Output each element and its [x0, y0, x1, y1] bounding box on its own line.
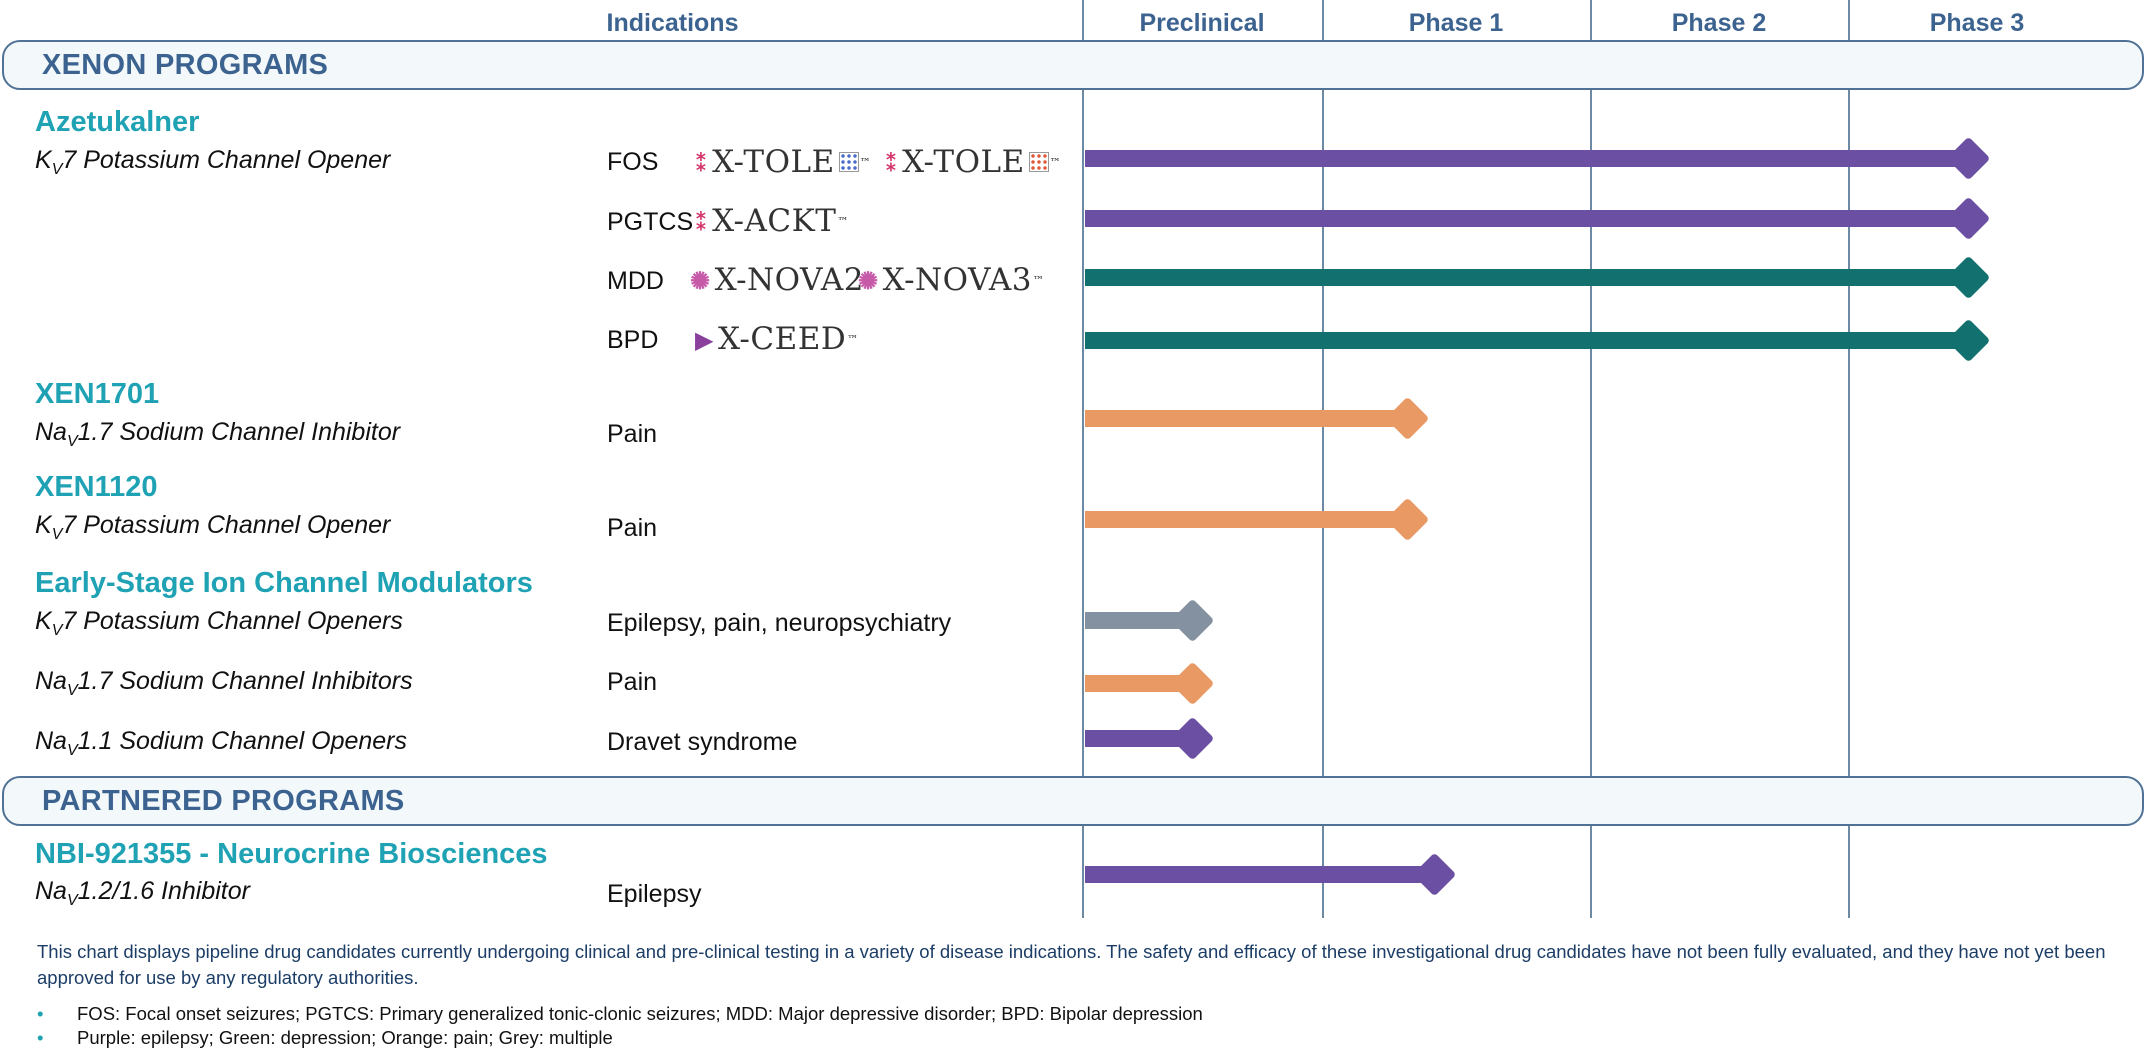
bar-arrowhead: [1170, 661, 1215, 706]
indication-pgtcs: PGTCS: [607, 208, 694, 236]
progress-bar-kv7-openers: [1085, 598, 1215, 643]
section-partnered-programs: PARTNERED PROGRAMS: [2, 776, 2144, 826]
program-mechanism: KV7 Potassium Channel Opener: [35, 146, 391, 178]
indication-fos: FOS: [607, 148, 659, 176]
trial-logo-x-tole-2: ⁑ X-TOLE ™: [885, 144, 1062, 180]
progress-bar-nav17-inhibitors: [1085, 661, 1215, 706]
progress-bar-bpd: [1085, 318, 1991, 363]
pattern-icon: [838, 152, 859, 172]
phase-gridline: [1082, 826, 1084, 918]
indication-epilepsy: Epilepsy: [607, 880, 702, 908]
bar-arrowhead: [1946, 255, 1991, 300]
section-title: PARTNERED PROGRAMS: [42, 785, 405, 817]
progress-bar-xen1120: [1085, 497, 1430, 542]
bar-shaft: [1085, 410, 1416, 427]
bullet-icon: •: [37, 1003, 44, 1024]
progress-bar-nav11-openers: [1085, 716, 1215, 761]
program-name-xen1701: XEN1701: [35, 378, 160, 410]
trial-mark-icon: ✺: [690, 265, 711, 295]
bar-arrowhead: [1170, 716, 1215, 761]
trial-mark-icon: ⁑: [695, 147, 709, 177]
bar-arrowhead: [1946, 318, 1991, 363]
bar-shaft: [1085, 332, 1976, 349]
phase-gridline: [1322, 90, 1324, 776]
phase-gridline: [1322, 0, 1324, 40]
phase-header-phase2: Phase 2: [1671, 9, 1767, 37]
program-mechanism: NaV1.7 Sodium Channel Inhibitor: [35, 418, 401, 450]
trial-logo-x-ackt: ⁑ X-ACKT ™: [695, 203, 849, 239]
phase-gridline: [1082, 0, 1084, 40]
bar-arrowhead: [1412, 852, 1457, 897]
program-name-xen1120: XEN1120: [35, 471, 158, 503]
section-xenon-programs: XENON PROGRAMS: [2, 40, 2144, 90]
indication-pain: Pain: [607, 668, 658, 696]
trial-logo-x-nova2: ✺ X-NOVA2 ™: [690, 262, 877, 298]
bar-shaft: [1085, 730, 1200, 747]
phase-header-preclinical: Preclinical: [1139, 9, 1265, 37]
progress-bar-fos: [1085, 136, 1991, 181]
bar-shaft: [1085, 612, 1200, 629]
phase-gridline: [1590, 826, 1592, 918]
indication-pain: Pain: [607, 514, 658, 542]
program-mechanism: NaV1.1 Sodium Channel Openers: [35, 727, 408, 759]
trial-mark-icon: ▶: [695, 324, 714, 354]
bar-arrowhead: [1946, 136, 1991, 181]
indication-epilepsy-pain-neuropsychiatry: Epilepsy, pain, neuropsychiatry: [607, 609, 952, 637]
trial-mark-icon: ⁑: [885, 147, 899, 177]
phase-gridline: [1848, 90, 1850, 776]
pattern-icon: [1028, 152, 1049, 172]
phase-gridline: [1082, 90, 1084, 776]
program-mechanism: KV7 Potassium Channel Opener: [35, 511, 391, 543]
bullet-icon: •: [37, 1027, 44, 1048]
program-mechanism: NaV1.2/1.6 Inhibitor: [35, 877, 250, 909]
footnote-text: This chart displays pipeline drug candid…: [37, 941, 2106, 988]
phase-gridline: [1848, 826, 1850, 918]
bar-shaft: [1085, 150, 1976, 167]
bar-arrowhead: [1170, 598, 1215, 643]
progress-bar-pgtcs: [1085, 196, 1991, 241]
program-mechanism: KV7 Potassium Channel Openers: [35, 607, 403, 639]
bar-shaft: [1085, 675, 1200, 692]
progress-bar-mdd: [1085, 255, 1991, 300]
phase-header-phase1: Phase 1: [1408, 9, 1504, 37]
section-title: XENON PROGRAMS: [42, 49, 329, 81]
phase-gridline: [1590, 90, 1592, 776]
bar-shaft: [1085, 269, 1976, 286]
trial-logo-x-nova3: ✺ X-NOVA3 ™: [858, 262, 1045, 298]
indication-bpd: BPD: [607, 326, 659, 354]
bar-shaft: [1085, 210, 1976, 227]
bar-arrowhead: [1385, 497, 1430, 542]
indication-dravet-syndrome: Dravet syndrome: [607, 728, 798, 756]
phase-header-phase3: Phase 3: [1929, 9, 2025, 37]
progress-bar-xen1701: [1085, 396, 1430, 441]
indication-mdd: MDD: [607, 267, 664, 295]
indications-header: Indications: [606, 9, 739, 37]
trial-logo-x-tole: ⁑ X-TOLE ™: [695, 144, 872, 180]
progress-bar-nbi-921355: [1085, 852, 1457, 897]
phase-gridline: [1590, 0, 1592, 40]
bar-arrowhead: [1946, 196, 1991, 241]
phase-gridline: [1848, 0, 1850, 40]
bar-shaft: [1085, 511, 1416, 528]
bar-arrowhead: [1385, 396, 1430, 441]
program-name-early-stage: Early-Stage Ion Channel Modulators: [35, 567, 533, 599]
trial-logo-x-ceed: ▶ X-CEED ™: [695, 321, 859, 357]
program-mechanism: NaV1.7 Sodium Channel Inhibitors: [35, 667, 413, 699]
trial-mark-icon: ✺: [858, 265, 879, 295]
program-name-nbi-921355: NBI-921355 - Neurocrine Biosciences: [35, 838, 548, 870]
indication-pain: Pain: [607, 420, 658, 448]
bar-shaft: [1085, 866, 1442, 883]
trial-mark-icon: ⁑: [695, 206, 709, 236]
program-name-azetukalner: Azetukalner: [35, 106, 200, 138]
